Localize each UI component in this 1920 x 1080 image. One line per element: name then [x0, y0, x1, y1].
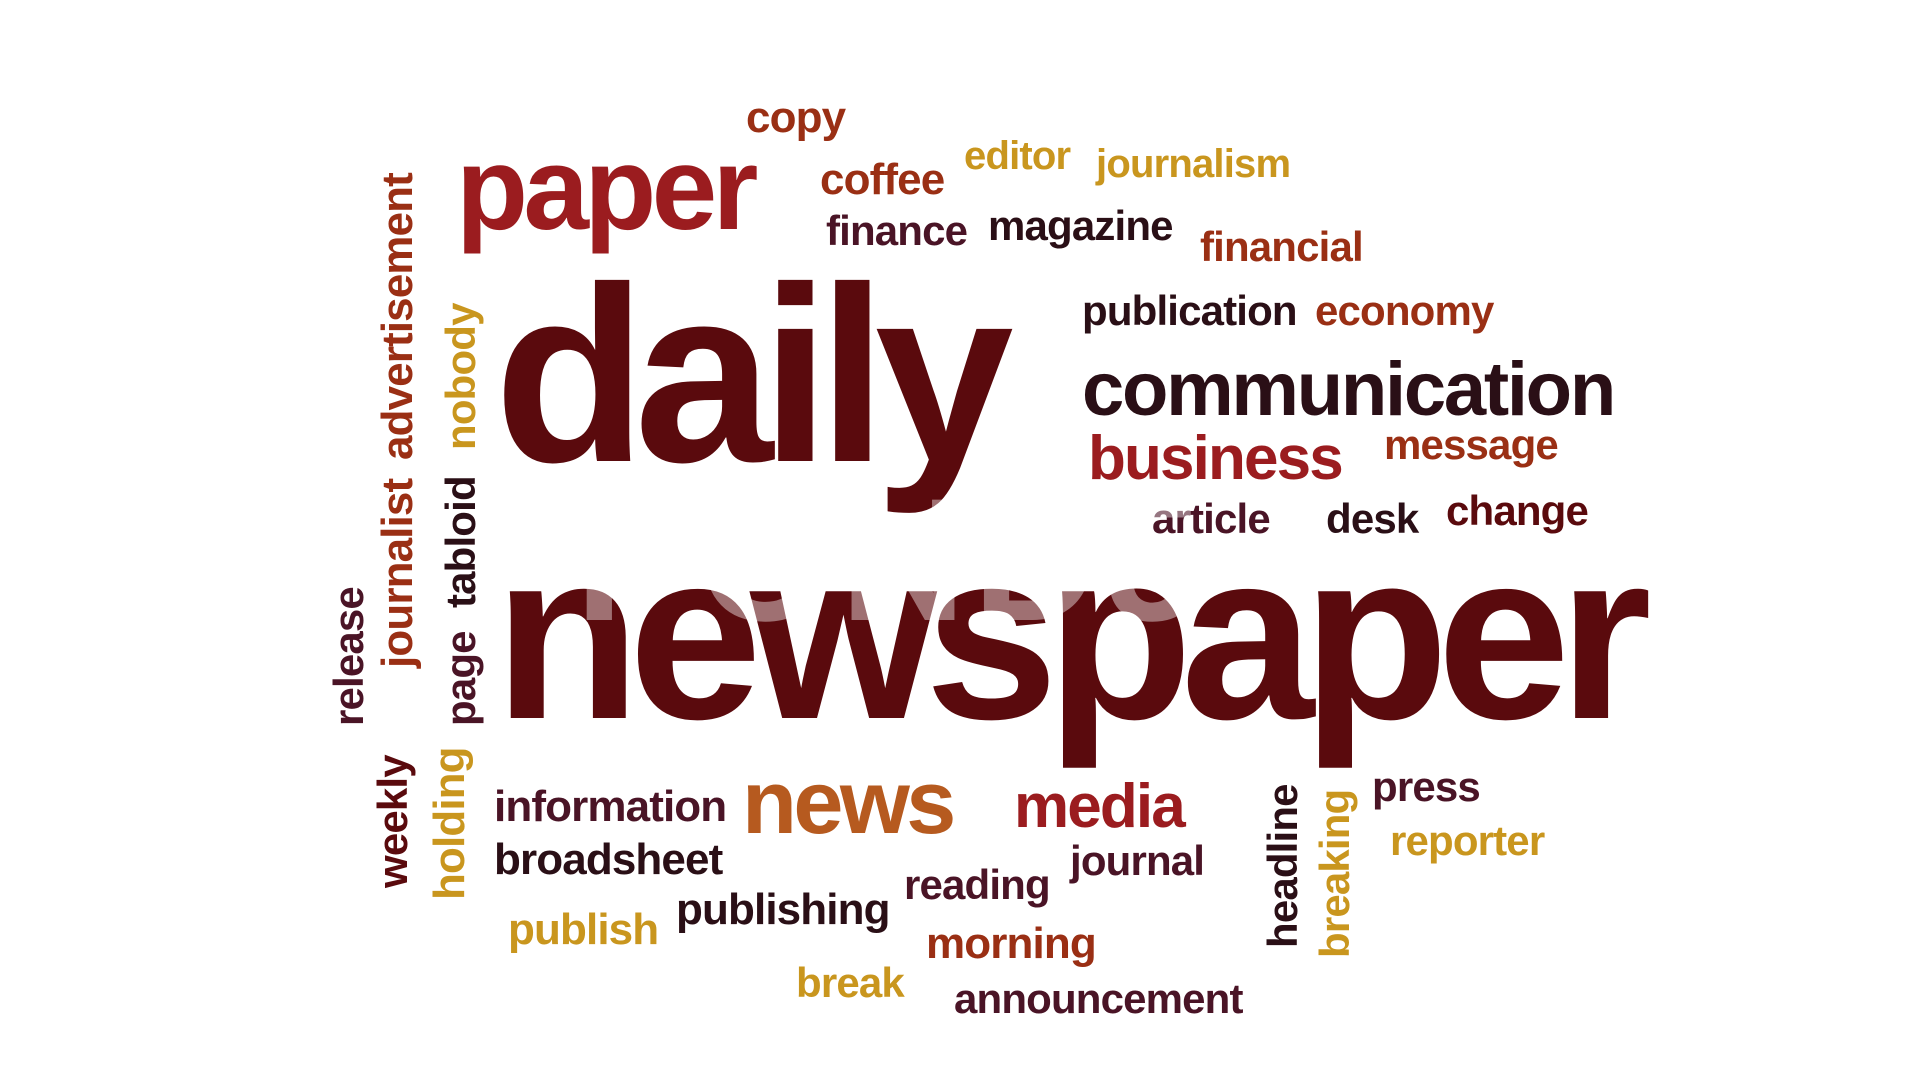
word-reading: reading: [904, 861, 1051, 908]
word-release: release: [325, 587, 372, 726]
word-publication: publication: [1082, 287, 1298, 334]
word-information: information: [494, 782, 727, 831]
word-publishing: publishing: [676, 885, 890, 934]
word-magazine: magazine: [988, 202, 1174, 249]
word-reporter: reporter: [1390, 817, 1545, 864]
word-headline: headline: [1259, 784, 1306, 948]
word-publish: publish: [508, 905, 659, 954]
word-broadsheet: broadsheet: [494, 835, 723, 884]
word-nobody: nobody: [437, 303, 484, 450]
word-editor: editor: [964, 134, 1071, 178]
word-message: message: [1384, 421, 1559, 468]
word-desk: desk: [1326, 495, 1419, 542]
word-advertisement: advertisement: [373, 173, 422, 460]
word-holding: holding: [425, 747, 474, 900]
word-page: page: [437, 631, 484, 726]
word-change: change: [1446, 487, 1589, 534]
word-journal: journal: [1070, 837, 1205, 884]
word-business: business: [1088, 424, 1344, 493]
word-journalist: journalist: [373, 478, 422, 668]
word-morning: morning: [926, 919, 1097, 968]
word-economy: economy: [1315, 287, 1494, 334]
word-weekly: weekly: [369, 755, 416, 888]
word-coffee: coffee: [820, 155, 945, 204]
word-journalism: journalism: [1096, 142, 1291, 186]
word-newspaper: newspaper: [494, 501, 1652, 769]
word-finance: finance: [826, 207, 968, 254]
word-press: press: [1372, 763, 1481, 810]
word-communication: communication: [1082, 347, 1616, 432]
word-article: article: [1152, 495, 1271, 542]
word-break: break: [796, 959, 905, 1006]
word-media: media: [1014, 772, 1186, 841]
word-copy: copy: [746, 93, 846, 142]
word-daily: daily: [494, 235, 1014, 514]
word-announcement: announcement: [954, 975, 1243, 1022]
word-paper: paper: [456, 123, 758, 255]
word-financial: financial: [1200, 223, 1364, 270]
word-tabloid: tabloid: [437, 476, 484, 608]
word-news: news: [742, 753, 956, 853]
word-breaking: breaking: [1311, 789, 1358, 958]
